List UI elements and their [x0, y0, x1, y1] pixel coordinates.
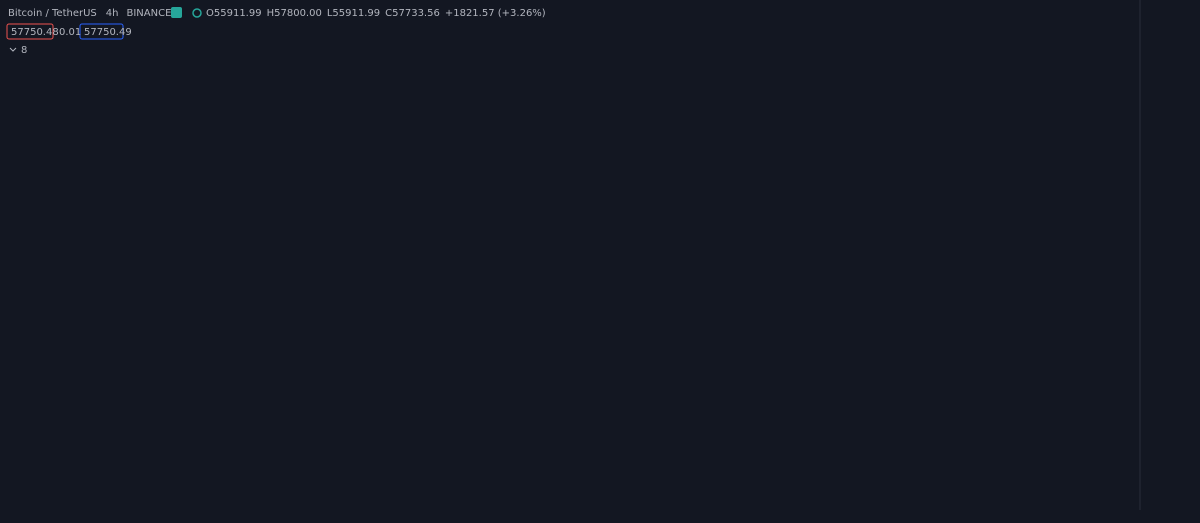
ohlc-value: 55911.99 — [214, 8, 262, 19]
status-dot — [192, 8, 202, 18]
symbol: Bitcoin / TetherUS — [8, 8, 97, 19]
ohlc-key: H — [267, 8, 275, 19]
bid: 57750.48 — [11, 27, 59, 38]
ohlc-value: 55911.99 — [332, 8, 380, 19]
spread: 0.01 — [59, 27, 81, 38]
ask-box[interactable] — [79, 23, 124, 40]
ohlc-key: O — [206, 8, 214, 19]
flag-icon[interactable] — [171, 7, 182, 18]
change: +1821.57 (+3.26%) — [445, 8, 546, 19]
exchange: BINANCE — [126, 8, 171, 19]
indicator-count: 8 — [21, 45, 27, 56]
ask: 57750.49 — [84, 27, 132, 38]
ohlc-value: 57800.00 — [274, 8, 322, 19]
price-axis — [1140, 0, 1200, 523]
bid-box[interactable] — [6, 23, 54, 40]
legend-header: Bitcoin / TetherUS 4h BINANCE O 55911.99 H 578… — [6, 7, 546, 56]
interval: 4h — [106, 8, 119, 19]
ohlc-key: C — [385, 8, 392, 19]
ohlc-key: L — [327, 8, 333, 19]
collapse-chevron[interactable] — [9, 47, 17, 52]
ohlc-value: 57733.56 — [392, 8, 440, 19]
